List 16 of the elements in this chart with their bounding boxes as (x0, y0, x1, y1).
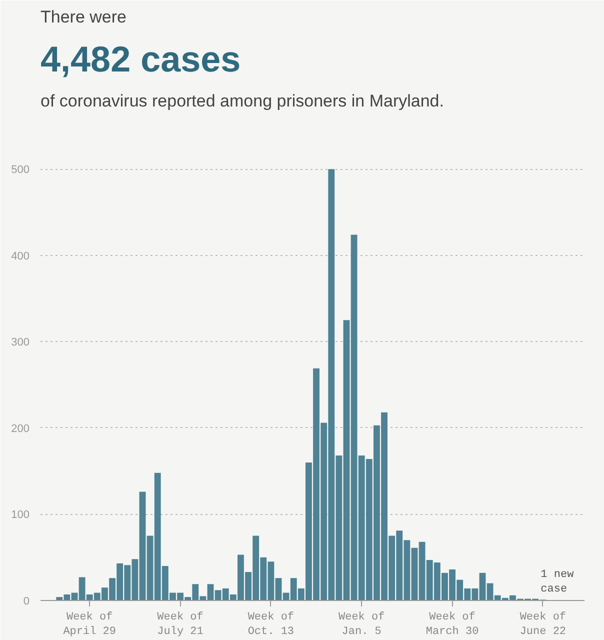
x-tick-label: Week of Jan. 5 (338, 612, 385, 638)
y-tick-label: 0 (23, 596, 30, 608)
y-tick-label: 100 (11, 509, 30, 522)
x-tick-label: Week of July 21 (157, 612, 204, 638)
annotation: 1 new case (540, 569, 574, 596)
x-tick-label: Week of April 29 (63, 612, 116, 638)
x-tick-label: Week of June 22 (520, 612, 566, 638)
chart-title: 4,482 cases (40, 38, 241, 80)
y-tick-label: 300 (11, 336, 30, 349)
x-tick-label: Week of Oct. 13 (248, 612, 294, 638)
y-tick-label: 200 (11, 422, 30, 435)
text: There were (40, 8, 126, 26)
y-tick-label: 400 (11, 250, 30, 262)
x-tick-label: Week of March 30 (426, 612, 479, 638)
y-tick-label: 500 (11, 164, 30, 176)
chart-subtitle: of coronavirus reported among prisoners in Maryland. (40, 92, 444, 110)
